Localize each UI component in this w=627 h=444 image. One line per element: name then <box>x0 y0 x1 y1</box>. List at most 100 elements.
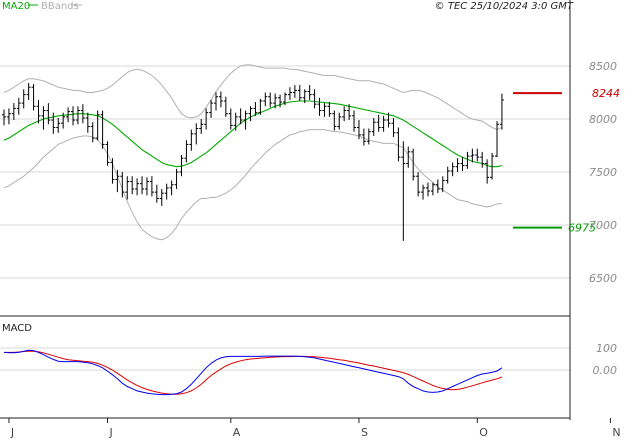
ohlc-bar <box>213 92 218 111</box>
ohlc-bar <box>480 151 485 168</box>
macd-panel-label: MACD <box>2 323 32 334</box>
bbands-layer <box>3 64 503 241</box>
bbands-lower-line <box>3 129 502 241</box>
ohlc-bar <box>164 183 169 200</box>
ohlc-bar <box>283 92 288 106</box>
price-tick-label: 8000 <box>589 113 617 126</box>
ma20-line <box>3 100 503 168</box>
ohlc-bar <box>248 106 253 122</box>
ohlc-bar <box>440 176 445 193</box>
ohlc-bar <box>209 99 214 118</box>
ohlc-bar <box>371 117 376 136</box>
ohlc-bar <box>179 155 184 177</box>
ohlc-bar <box>445 166 450 184</box>
ohlc-bar <box>41 106 46 130</box>
ohlc-bar <box>2 109 6 126</box>
ohlc-bar <box>287 87 292 100</box>
ohlc-bar <box>253 102 258 116</box>
ma20-layer <box>3 100 503 168</box>
ohlc-bar <box>243 110 248 130</box>
levels-layer: 8244 6975 <box>513 87 620 235</box>
resistance-label: 8244 <box>592 87 620 100</box>
ohlc-bar <box>268 92 273 108</box>
ohlc-bar <box>204 108 209 130</box>
ohlc-bar <box>159 188 164 206</box>
ohlc-bar <box>144 177 149 196</box>
bbands-upper-line <box>3 64 503 131</box>
ohlc-bar <box>356 120 361 140</box>
ohlc-bar <box>16 97 21 115</box>
macd-tick-label: 100 <box>596 342 617 355</box>
ohlc-bar <box>307 85 312 100</box>
ohlc-bar <box>332 110 337 131</box>
ohlc-bar <box>475 148 480 162</box>
ohlc-bar <box>26 82 31 100</box>
ohlc-bar <box>66 107 71 123</box>
ohlc-bar <box>140 176 145 195</box>
ohlc-bar <box>312 89 317 109</box>
ohlc-bar <box>317 97 322 116</box>
ohlc-bar <box>199 119 204 134</box>
ohlc-bar <box>421 184 426 200</box>
ohlc-bar <box>455 158 460 172</box>
time-tick-label: A <box>233 426 241 439</box>
macd-line <box>3 349 503 396</box>
ohlc-bar <box>376 114 381 132</box>
ohlc-bar <box>100 110 105 149</box>
ohlc-bar <box>278 94 283 108</box>
ohlc-bar <box>411 148 416 181</box>
price-tick-label: 8500 <box>589 60 617 73</box>
ohlc-bar <box>51 112 56 134</box>
ohlc-bar <box>490 152 495 180</box>
ohlc-bar <box>460 157 465 171</box>
ohlc-bar <box>184 140 189 163</box>
legend-ma20-label: MA20 <box>2 1 30 12</box>
time-tick-label: N <box>612 426 620 439</box>
ohlc-bar <box>194 123 199 145</box>
ohlc-bar <box>238 108 243 125</box>
time-tick-label: J <box>109 426 113 439</box>
ohlc-bar <box>425 182 430 197</box>
ohlc-bar <box>495 121 499 158</box>
ohlc-bar <box>435 179 440 194</box>
ohlc-bar <box>120 172 125 198</box>
legend: MA20 BBands <box>2 1 82 12</box>
ohlc-bar <box>352 110 357 132</box>
ohlc-bar <box>149 176 154 197</box>
macd-layer <box>3 349 503 396</box>
ohlc-bar <box>327 102 332 117</box>
ohlc-bar <box>110 158 115 184</box>
ohlc-bar <box>11 103 16 121</box>
ohlc-bar <box>21 89 26 109</box>
ohlc-bar <box>71 106 76 126</box>
plot-background <box>0 0 570 420</box>
ohlc-bar <box>6 108 11 125</box>
ohlc-bar <box>347 104 352 121</box>
price-tick-label: 7000 <box>589 219 617 232</box>
ohlc-bar <box>391 117 396 138</box>
ohlc-bar <box>406 146 411 168</box>
macd-tick-label: 0.00 <box>593 364 618 377</box>
ohlc-bar <box>228 108 233 130</box>
ohlc-bar <box>46 103 51 125</box>
ohlc-bar <box>95 110 100 141</box>
ohlc-bar <box>189 129 194 151</box>
copyright-text: © TEC 25/10/2024 3:0 GMT <box>435 1 574 12</box>
ohlc-bar <box>302 89 307 104</box>
ohlc-bar <box>485 159 490 184</box>
price-tick-label: 7500 <box>589 166 617 179</box>
ohlc-bar <box>135 178 140 196</box>
ohlc-bar <box>56 117 61 133</box>
ohlc-bar <box>223 96 228 117</box>
time-tick-label: S <box>361 426 368 439</box>
ohlc-bar <box>263 92 268 107</box>
ohlc-bar <box>342 106 347 122</box>
ohlc-bar <box>115 169 120 193</box>
price-tick-label: 6500 <box>589 272 617 285</box>
ohlc-bar <box>105 141 110 166</box>
ohlc-bar <box>154 184 159 203</box>
ohlc-bar <box>292 85 297 98</box>
ohlc-bar <box>416 172 421 197</box>
